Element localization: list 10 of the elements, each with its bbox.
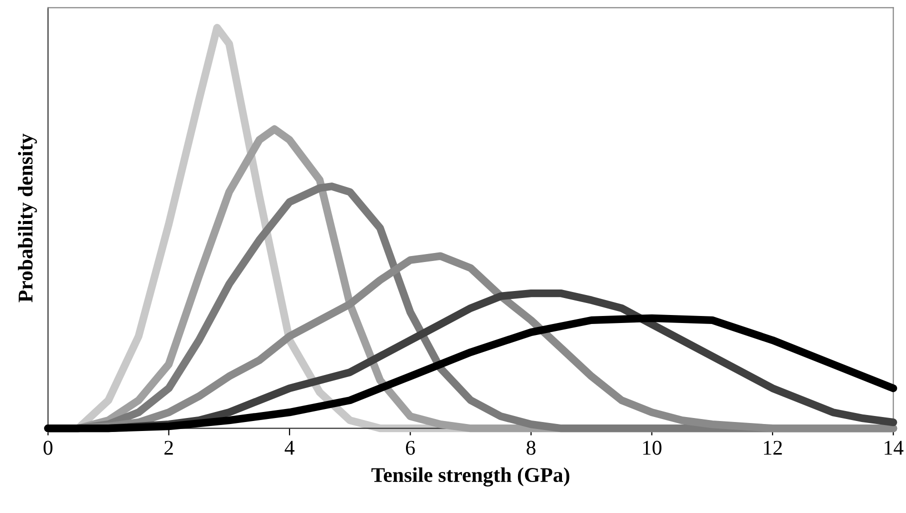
y-axis-title: Probability density (18, 134, 37, 302)
x-tick-label: 8 (526, 440, 536, 455)
x-tick-label: 10 (643, 440, 662, 455)
x-tick-label: 0 (44, 440, 52, 455)
x-tick-label: 12 (764, 440, 782, 455)
x-tick-label: 6 (406, 440, 415, 455)
x-axis-title: Tensile strength (GPa) (371, 467, 570, 486)
x-tick-label: 4 (284, 440, 294, 455)
x-tick-label: 2 (164, 440, 173, 455)
x-tick-label: 14 (884, 440, 904, 455)
